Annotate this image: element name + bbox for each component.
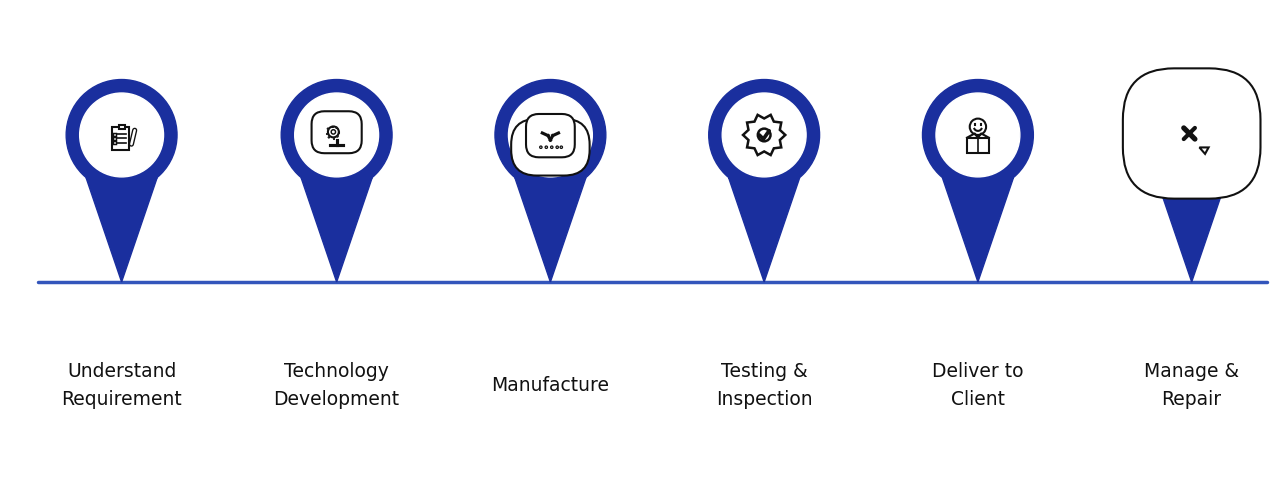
Text: Manufacture: Manufacture: [492, 376, 609, 395]
Text: Manage &
Repair: Manage & Repair: [1144, 362, 1239, 409]
Circle shape: [561, 146, 562, 148]
Bar: [326, 128, 329, 130]
FancyBboxPatch shape: [1123, 68, 1261, 199]
Text: Understand
Requirement: Understand Requirement: [61, 362, 182, 409]
Text: Deliver to
Client: Deliver to Client: [932, 362, 1024, 409]
Bar: [113, 127, 129, 150]
Circle shape: [970, 119, 986, 135]
Circle shape: [550, 146, 553, 148]
Circle shape: [540, 146, 541, 148]
Circle shape: [1149, 93, 1234, 177]
Circle shape: [936, 93, 1020, 177]
Polygon shape: [515, 177, 586, 282]
Bar: [114, 141, 116, 144]
Bar: [333, 138, 334, 139]
Polygon shape: [86, 177, 157, 282]
Bar: [326, 133, 328, 134]
Bar: [114, 137, 116, 140]
Circle shape: [1137, 80, 1247, 190]
Circle shape: [294, 93, 379, 177]
Bar: [966, 138, 989, 153]
Circle shape: [508, 93, 593, 177]
Polygon shape: [742, 115, 786, 155]
Bar: [337, 135, 338, 137]
Circle shape: [282, 80, 392, 190]
Bar: [328, 136, 330, 138]
Polygon shape: [942, 177, 1014, 282]
Polygon shape: [1156, 177, 1228, 282]
Circle shape: [758, 129, 771, 141]
Text: Technology
Development: Technology Development: [274, 362, 399, 409]
Bar: [335, 127, 338, 129]
FancyBboxPatch shape: [311, 111, 362, 153]
Polygon shape: [1199, 147, 1208, 154]
Circle shape: [923, 80, 1033, 190]
Circle shape: [709, 80, 819, 190]
Circle shape: [67, 80, 177, 190]
Bar: [332, 126, 333, 127]
Bar: [119, 125, 124, 129]
Circle shape: [495, 80, 605, 190]
FancyBboxPatch shape: [526, 114, 575, 157]
Circle shape: [332, 130, 335, 134]
Circle shape: [545, 146, 548, 148]
Circle shape: [328, 126, 339, 137]
Circle shape: [556, 146, 558, 148]
Bar: [338, 131, 339, 133]
Circle shape: [79, 93, 164, 177]
Circle shape: [722, 93, 806, 177]
FancyBboxPatch shape: [511, 119, 590, 175]
Polygon shape: [301, 177, 372, 282]
Polygon shape: [728, 177, 800, 282]
Bar: [114, 133, 116, 135]
Text: Testing &
Inspection: Testing & Inspection: [716, 362, 813, 409]
